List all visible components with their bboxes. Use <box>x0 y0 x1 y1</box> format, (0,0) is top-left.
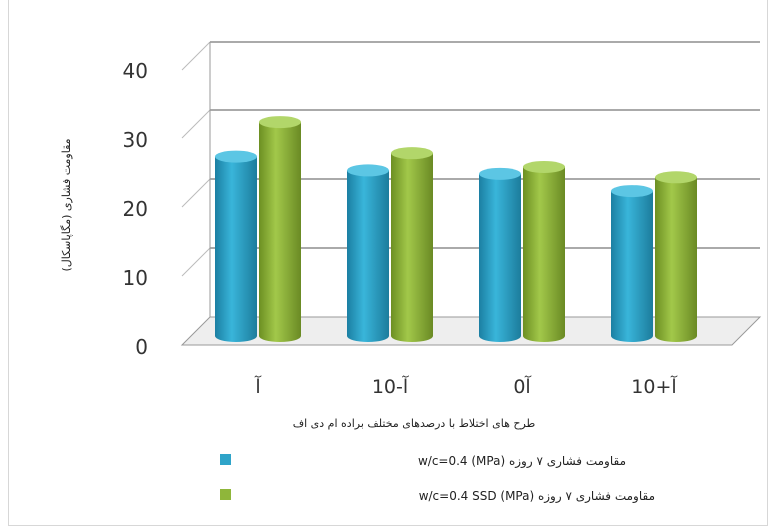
bar-top-series-2-cat-1 <box>259 116 301 129</box>
legend-swatch-series-1 <box>220 454 231 465</box>
depth-40 <box>181 41 211 71</box>
x-tick-label-0: آ <box>254 374 261 398</box>
y-tick-label-0: 0 <box>135 335 148 359</box>
x-axis-title: طرح های اختلاط با درصدهای مختلف براده ام… <box>293 417 536 430</box>
bars-group <box>215 116 697 342</box>
bar-series-2-cat-3 <box>523 166 565 342</box>
bar-top-series-2-cat-2 <box>391 147 433 160</box>
legend-swatch-series-2 <box>220 489 231 500</box>
bar-series-1-cat-3 <box>479 173 521 342</box>
legend: مقاومت فشاری ۷ روزه w/c=0.4 (MPa) مقاومت… <box>220 454 655 504</box>
bar-top-series-1-cat-4 <box>611 185 653 198</box>
chart-frame <box>8 0 768 526</box>
bar-top-series-1-cat-3 <box>479 167 521 180</box>
bar-series-1-cat-1 <box>215 156 257 342</box>
bar-top-series-2-cat-3 <box>523 160 565 173</box>
y-tick-label-3: 30 <box>123 128 148 152</box>
bar-series-1-cat-2 <box>347 170 389 342</box>
bar-series-2-cat-2 <box>391 153 433 342</box>
legend-label-series-2: مقاومت فشاری ۷ روزه w/c=0.4 SSD (MPa) <box>419 489 655 504</box>
bar-series-2-cat-1 <box>259 122 301 342</box>
x-tick-label-1: آ-10 <box>372 374 409 398</box>
x-tick-label-2: آ0 <box>513 374 531 398</box>
bar-series-1-cat-4 <box>611 191 653 342</box>
depth-20 <box>181 178 211 208</box>
y-tick-label-2: 20 <box>123 197 148 221</box>
x-axis-ticks: آ آ-10 آ0 آ+10 <box>254 374 677 398</box>
x-tick-label-3: آ+10 <box>631 374 677 398</box>
y-tick-label-4: 40 <box>123 59 148 83</box>
y-axis-title: مقاومت فشاری (مگاپاسکال) <box>60 138 73 271</box>
bar-top-series-1-cat-1 <box>215 150 257 163</box>
depth-10 <box>181 247 211 277</box>
y-tick-label-1: 10 <box>123 266 148 290</box>
y-axis-ticks: 0 10 20 30 40 <box>123 59 148 359</box>
bar-series-2-cat-4 <box>655 177 697 342</box>
bar-top-series-1-cat-2 <box>347 164 389 177</box>
legend-label-series-1: مقاومت فشاری ۷ روزه w/c=0.4 (MPa) <box>418 454 626 469</box>
bar-top-series-2-cat-4 <box>655 171 697 184</box>
depth-30 <box>181 109 211 139</box>
